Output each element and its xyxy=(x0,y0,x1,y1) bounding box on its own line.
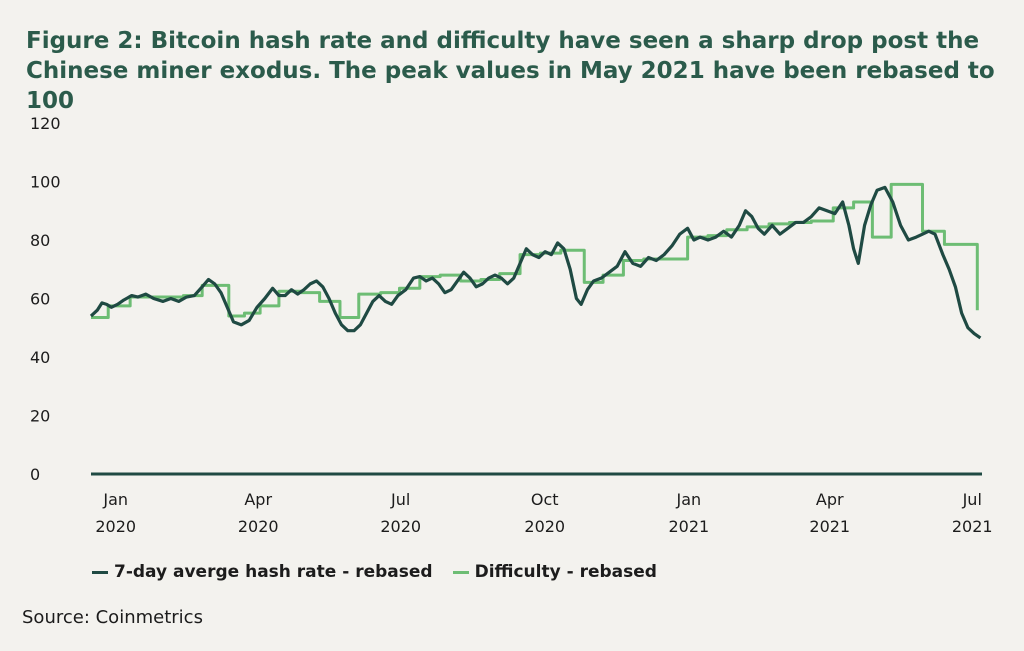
legend-item-hash-rate: 7-day averge hash rate - rebased xyxy=(92,562,433,582)
x-tick-label: Jul xyxy=(390,490,410,509)
x-tick-label: 2021 xyxy=(809,517,850,536)
x-tick-label: Apr xyxy=(244,490,272,509)
y-tick-label: 40 xyxy=(30,348,50,367)
line-chart: 0 20 40 60 80 100 120 Jan 2020 Apr 2020 Jul 2020 Oct… xyxy=(30,114,993,536)
x-tick-label: 2020 xyxy=(380,517,421,536)
x-tick-label: Oct xyxy=(531,490,559,509)
legend: 7-day averge hash rate - rebased Difficu… xyxy=(92,562,677,582)
legend-label-hash-rate: 7-day averge hash rate - rebased xyxy=(114,562,433,582)
legend-swatch-hash-rate xyxy=(92,570,108,574)
legend-item-difficulty: Difficulty - rebased xyxy=(452,562,657,582)
x-tick-label: Jan xyxy=(675,490,701,509)
y-tick-label: 100 xyxy=(30,173,61,192)
x-tick-label: 2020 xyxy=(238,517,279,536)
x-tick-label: 2021 xyxy=(952,517,993,536)
x-tick-label: Apr xyxy=(816,490,844,509)
y-tick-label: 80 xyxy=(30,231,50,250)
y-tick-label: 120 xyxy=(30,114,61,133)
series-layer xyxy=(89,182,982,340)
source-note: Source: Coinmetrics xyxy=(22,607,203,628)
x-axis-ticks: Jan 2020 Apr 2020 Jul 2020 Oct 2020 Jan 2021 Apr 20… xyxy=(95,490,992,536)
y-axis-ticks: 0 20 40 60 80 100 120 xyxy=(30,114,61,484)
chart-title: Figure 2: Bitcoin hash rate and difficul… xyxy=(26,28,995,114)
legend-swatch-difficulty xyxy=(452,570,469,574)
x-tick-label: Jan xyxy=(102,490,128,509)
y-tick-label: 0 xyxy=(30,465,40,484)
x-tick-label: Jul xyxy=(962,490,982,509)
y-tick-label: 20 xyxy=(30,407,50,426)
hash-rate-series-line xyxy=(89,185,982,340)
y-tick-label: 60 xyxy=(30,290,50,309)
x-tick-label: 2020 xyxy=(95,517,136,536)
x-tick-label: 2020 xyxy=(524,517,565,536)
x-tick-label: 2021 xyxy=(668,517,709,536)
legend-label-difficulty: Difficulty - rebased xyxy=(474,562,657,582)
